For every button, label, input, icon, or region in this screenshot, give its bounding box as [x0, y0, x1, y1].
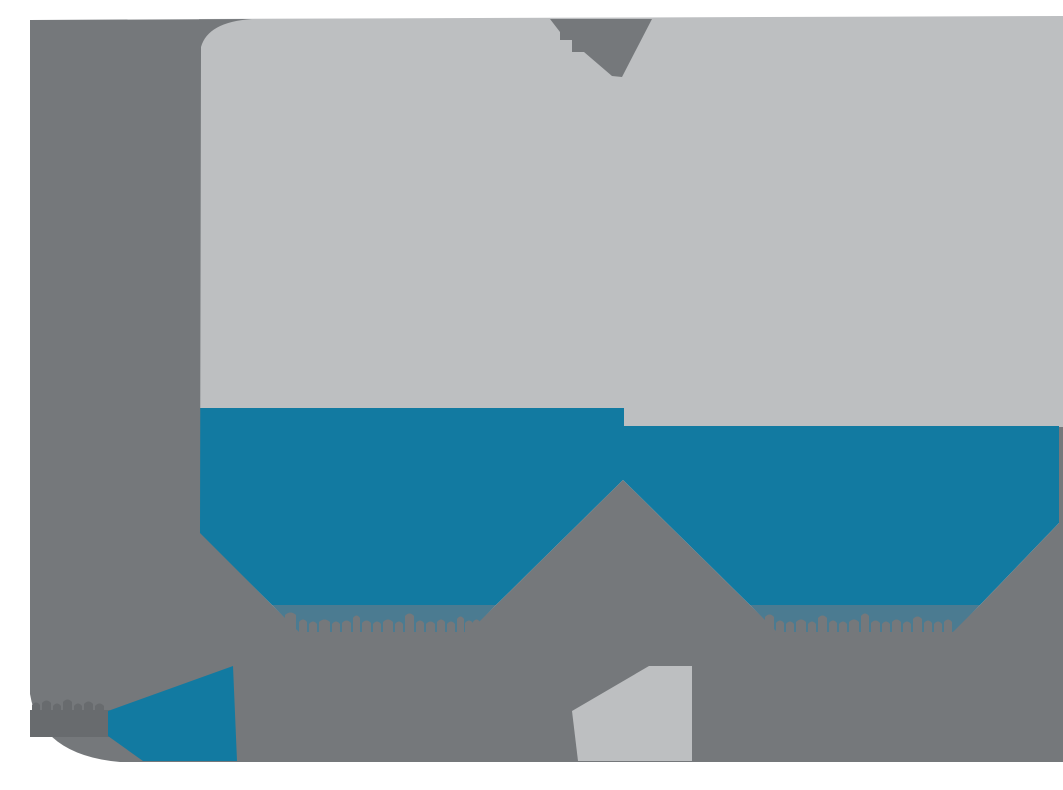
- blurred-text-left: [353, 615, 360, 636]
- blurred-text-mini: [42, 700, 51, 714]
- blurred-text-mini: [74, 703, 82, 714]
- blurred-text-mini: [63, 699, 72, 714]
- flag-light: [572, 666, 692, 761]
- blurred-text-left: [285, 612, 296, 636]
- blurred-text-right: [765, 614, 774, 636]
- blurred-text-right: [839, 621, 847, 636]
- blurred-text-right: [818, 615, 827, 636]
- blurred-text-right: [882, 621, 890, 636]
- blurred-text-left: [383, 619, 393, 636]
- blurred-text-right: [796, 619, 806, 636]
- top-v-notch: [550, 19, 652, 77]
- flag-blue: [108, 666, 237, 761]
- blurred-text-left: [457, 616, 464, 636]
- blurred-text-left: [405, 613, 414, 636]
- blurred-text-right: [892, 619, 901, 636]
- blurred-text-right: [871, 620, 880, 636]
- blurred-text-mini: [95, 703, 104, 714]
- blurred-text-right: [786, 621, 794, 636]
- blurred-text-mini: [84, 701, 93, 714]
- blurred-text-right: [924, 620, 932, 636]
- blurred-text-right: [861, 613, 869, 636]
- blurred-text-left: [416, 620, 424, 636]
- blurred-text-left: [332, 621, 340, 636]
- blurred-text-left: [342, 620, 351, 636]
- blurred-text-right: [944, 619, 952, 636]
- blurred-text-left: [437, 619, 445, 636]
- blurred-text-right: [808, 621, 816, 636]
- blurred-text-right: [903, 621, 911, 636]
- blurred-text-left: [465, 620, 473, 636]
- blurred-text-left: [373, 621, 381, 636]
- gray-column-and-base: [30, 19, 1063, 762]
- blurred-text-left: [319, 619, 330, 636]
- blurred-text-right: [934, 621, 942, 636]
- blurred-text-right: [849, 619, 859, 636]
- blurred-text-mini: [53, 703, 61, 714]
- light-gray-backdrop: [199, 16, 1063, 428]
- blurred-text-right: [776, 620, 784, 636]
- blurred-text-right: [913, 616, 922, 636]
- blurred-text-left: [447, 621, 455, 636]
- blue-band: [199, 408, 1059, 605]
- blurred-text-left: [395, 621, 403, 636]
- blurred-text-left: [362, 620, 371, 636]
- small-text-dark-band: [30, 710, 110, 737]
- blurred-text-left: [426, 621, 435, 636]
- blurred-text-left: [299, 619, 307, 636]
- blurred-text-mini: [32, 702, 40, 714]
- blurred-text-left: [309, 621, 317, 636]
- blurred-text-right: [829, 620, 837, 636]
- blurred-text-left: [473, 619, 480, 636]
